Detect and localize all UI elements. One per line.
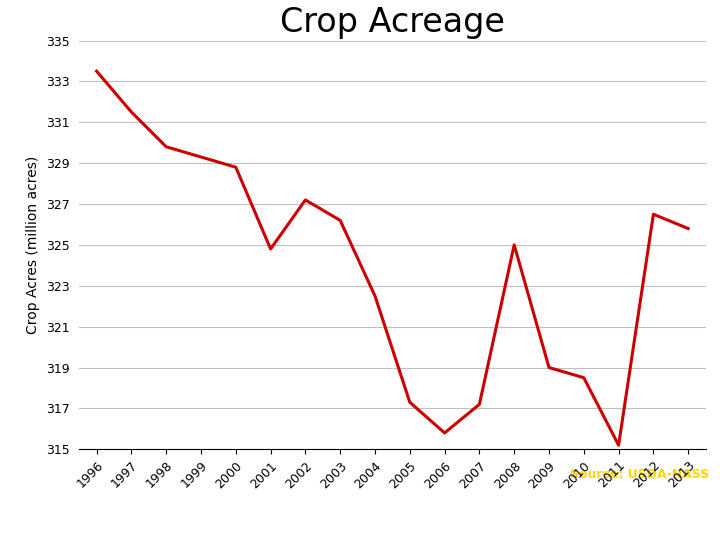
Text: Iowa State University: Iowa State University: [11, 468, 244, 486]
Title: Crop Acreage: Crop Acreage: [280, 6, 505, 39]
Text: Extension and Outreach/Department of Economics: Extension and Outreach/Department of Eco…: [11, 510, 276, 519]
Text: Source: USDA-NASS: Source: USDA-NASS: [570, 468, 709, 481]
Text: Ag Decision Maker: Ag Decision Maker: [547, 510, 709, 524]
Y-axis label: Crop Acres (million acres): Crop Acres (million acres): [26, 156, 40, 334]
